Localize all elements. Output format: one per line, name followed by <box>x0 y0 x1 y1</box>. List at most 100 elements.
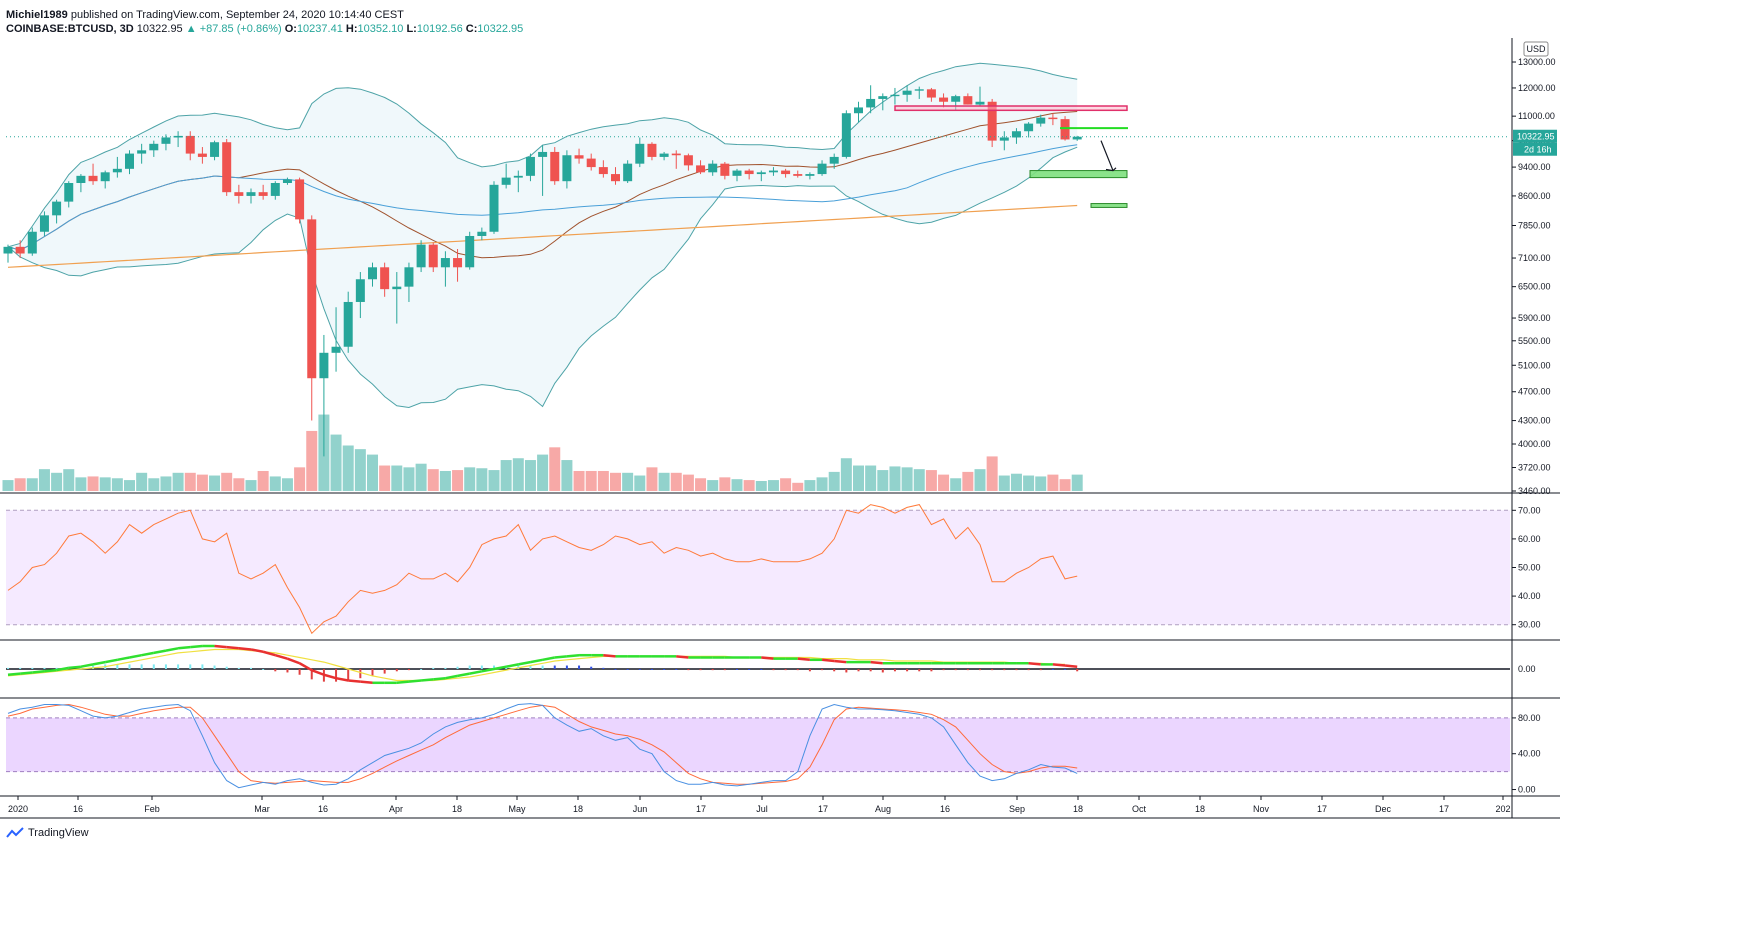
volume-bar <box>221 472 233 491</box>
candle-body <box>210 142 220 157</box>
macd-line-segment <box>457 672 470 678</box>
macd-histogram-bar <box>43 667 46 669</box>
macd-line-segment <box>311 668 325 676</box>
candle-body <box>319 352 329 379</box>
ma200-line <box>7 204 1078 268</box>
candle-body <box>562 155 572 182</box>
candle-body <box>939 97 949 102</box>
macd-histogram-bar <box>347 669 350 681</box>
macd-line-segment <box>104 658 118 664</box>
volume-bar <box>184 472 196 491</box>
candle-body <box>550 151 560 182</box>
publisher-name[interactable]: Michiel1989 <box>6 9 68 21</box>
macd-line-segment <box>238 647 252 651</box>
macd-histogram-bar <box>638 669 641 670</box>
candle-body <box>744 170 754 175</box>
candle-body <box>987 101 997 141</box>
volume-bar <box>294 467 306 491</box>
candle-body <box>125 153 134 169</box>
volume-bar <box>682 474 694 491</box>
macd-line-segment <box>92 660 106 666</box>
candle-body <box>1011 131 1021 138</box>
macd-histogram-bar <box>650 669 653 670</box>
macd-histogram-bar <box>602 667 605 669</box>
volume-bar <box>379 465 391 491</box>
macd-line-segment <box>834 659 847 664</box>
macd-line-segment <box>870 660 883 665</box>
chart-header: Michiel1989 published on TradingView.com… <box>6 8 523 36</box>
candle-body <box>696 165 706 173</box>
macd-histogram-bar <box>1027 669 1030 671</box>
macd-line-segment <box>469 670 483 675</box>
macd-line-segment <box>262 650 276 657</box>
candle-body <box>586 158 596 168</box>
x-tick-label: 18 <box>1195 804 1205 814</box>
volume-bar <box>853 465 864 491</box>
macd-histogram-bar <box>663 669 666 670</box>
macd-histogram-bar <box>432 667 435 669</box>
macd-histogram-bar <box>869 669 872 672</box>
candle-body <box>368 267 377 280</box>
candle-body <box>295 179 305 220</box>
candle-body <box>720 163 730 176</box>
ma50-line <box>7 144 1078 251</box>
macd-histogram-bar <box>31 667 34 669</box>
x-tick-label: Mar <box>254 804 270 814</box>
macd-line-segment <box>7 672 21 676</box>
candle-body <box>149 143 159 151</box>
volume-bar <box>792 482 804 491</box>
price-tick-label: 5900.00 <box>1518 313 1551 323</box>
macd-line-segment <box>226 645 239 650</box>
open-label: O: <box>284 23 297 35</box>
macd-histogram-bar <box>201 664 204 669</box>
last-price-badge <box>1513 129 1557 143</box>
volume-bar <box>597 470 609 491</box>
symbol-label[interactable]: COINBASE:BTCUSD, 3D <box>6 23 134 35</box>
x-tick-label: 18 <box>452 804 462 814</box>
macd-histogram-bar <box>966 669 969 671</box>
candle-body <box>817 163 827 175</box>
volume-bar <box>731 479 743 491</box>
candle-body <box>866 98 876 108</box>
macd-histogram-bar <box>1039 669 1042 671</box>
candle-body <box>732 170 742 176</box>
volume-bar <box>950 478 962 491</box>
bollinger-band-fill <box>8 63 1078 408</box>
macd-histogram-bar <box>55 667 58 669</box>
macd-histogram-bar <box>529 665 532 669</box>
candle-body <box>671 153 681 156</box>
macd-histogram-bar <box>1015 669 1018 671</box>
tradingview-logo-icon <box>6 827 24 838</box>
volume-bar <box>148 478 160 491</box>
x-tick-label: Apr <box>389 804 403 814</box>
macd-histogram-bar <box>1076 669 1079 672</box>
volume-bar <box>1023 475 1035 491</box>
rsi-line <box>7 504 1078 635</box>
volume-bar <box>500 460 512 491</box>
volume-bar <box>1059 479 1071 491</box>
volume-bar <box>38 469 50 491</box>
volume-bar <box>99 477 111 491</box>
candle-body <box>112 168 122 173</box>
currency-label: USD <box>1526 44 1546 54</box>
macd-histogram-bar <box>918 669 921 672</box>
price-tick-label: 12000.00 <box>1518 83 1556 93</box>
macd-line-segment <box>761 656 774 660</box>
macd-line-segment <box>554 655 568 659</box>
tradingview-logo[interactable]: TradingView <box>6 827 89 839</box>
x-tick-label: Dec <box>1375 804 1392 814</box>
candle-body <box>659 153 669 157</box>
candle-body <box>343 301 353 347</box>
candle-body <box>841 113 851 157</box>
macd-histogram-bar <box>760 669 763 670</box>
macd-histogram-bar <box>687 669 690 671</box>
x-tick-label: Aug <box>875 804 891 814</box>
volume-bar <box>2 480 14 491</box>
volume-bar <box>670 472 682 491</box>
macd-line-segment <box>481 667 495 673</box>
candle-body <box>489 184 499 232</box>
volume-bar <box>415 463 427 491</box>
volume-bar <box>403 467 415 491</box>
macd-histogram-bar <box>237 667 240 669</box>
